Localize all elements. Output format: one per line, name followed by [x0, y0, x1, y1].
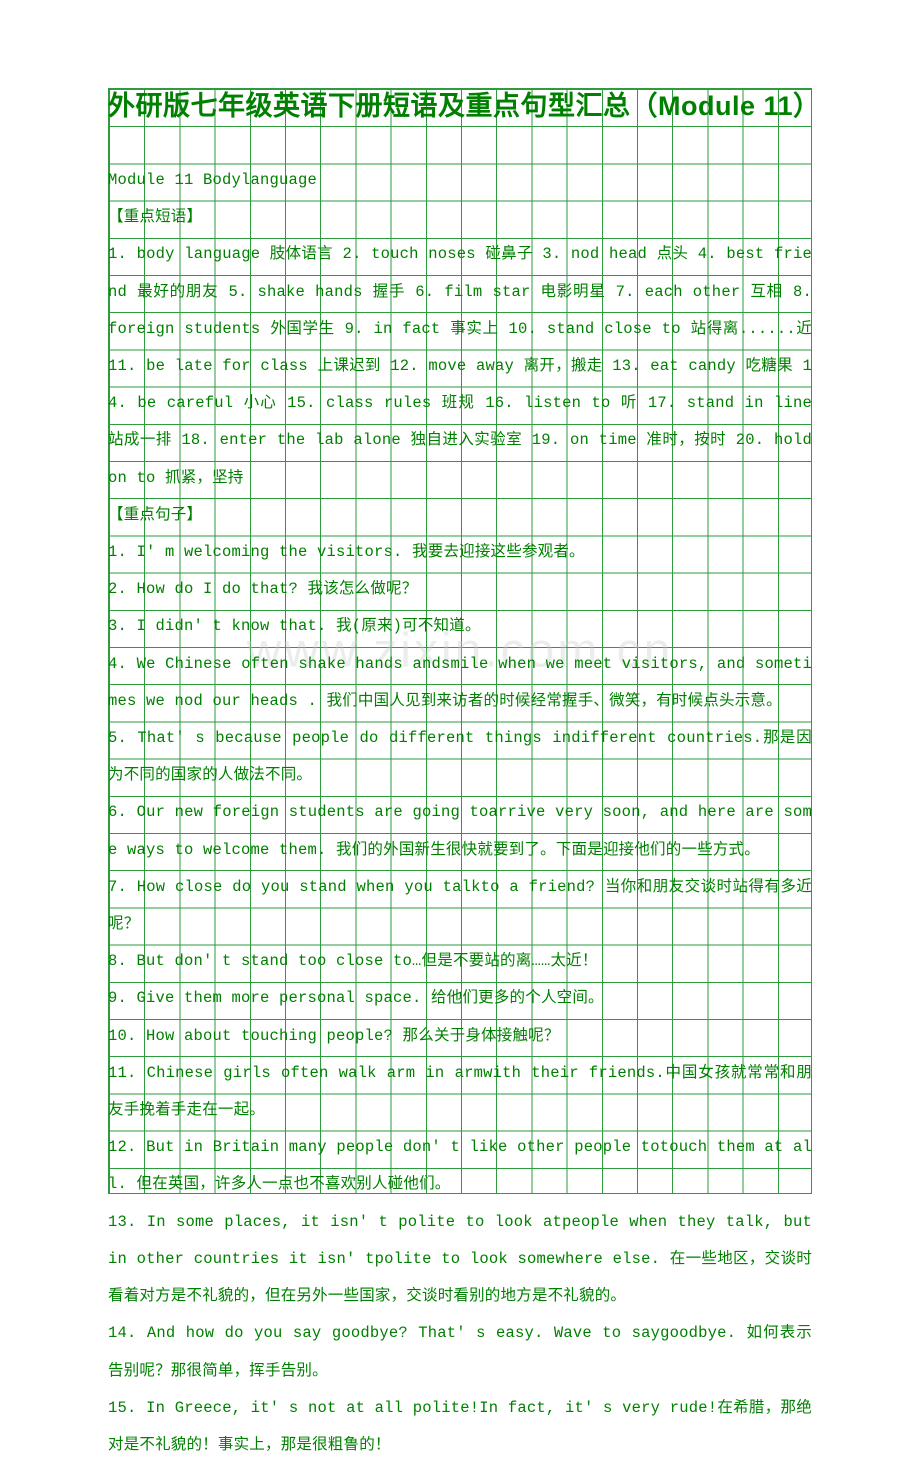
sentence-10: 10. How about touching people? 那么关于身体接触呢… [108, 1018, 812, 1055]
phrases-block: 1. body language 肢体语言 2. touch noses 碰鼻子… [108, 236, 812, 496]
sentence-8: 8. But don' t stand too close to…但是不要站的离… [108, 943, 812, 980]
sentence-13: 13. In some places, it isn' t polite to … [108, 1204, 812, 1316]
sentence-5: 5. That' s because people do different t… [108, 720, 812, 794]
document-title: 外研版七年级英语下册短语及重点句型汇总（Module 11） [108, 88, 812, 162]
sentence-12: 12. But in Britain many people don' t li… [108, 1129, 812, 1203]
sentence-3: 3. I didn' t know that. 我(原来)可不知道。 [108, 608, 812, 645]
sentence-9: 9. Give them more personal space. 给他们更多的… [108, 980, 812, 1017]
heading-phrases: 【重点短语】 [108, 199, 812, 236]
content-area: 外研版七年级英语下册短语及重点句型汇总（Module 11） Module 11… [108, 88, 812, 1464]
sentence-7: 7. How close do you stand when you talkt… [108, 869, 812, 943]
body-text: Module 11 Bodylanguage 【重点短语】 1. body la… [108, 162, 812, 1464]
sentence-15: 15. In Greece, it' s not at all polite!I… [108, 1390, 812, 1464]
sentence-6: 6. Our new foreign students are going to… [108, 794, 812, 868]
sentence-2: 2. How do I do that? 我该怎么做呢？ [108, 571, 812, 608]
sentence-1: 1. I' m welcoming the visitors. 我要去迎接这些参… [108, 534, 812, 571]
document-page: www.zixin.com.cn 外研版七年级英语下册短语及重点句型汇总（Mod… [0, 0, 920, 1302]
sentence-11: 11. Chinese girls often walk arm in armw… [108, 1055, 812, 1129]
sentence-14: 14. And how do you say goodbye? That' s … [108, 1315, 812, 1389]
sentence-4: 4. We Chinese often shake hands andsmile… [108, 646, 812, 720]
heading-sentences: 【重点句子】 [108, 497, 812, 534]
module-line: Module 11 Bodylanguage [108, 162, 812, 199]
